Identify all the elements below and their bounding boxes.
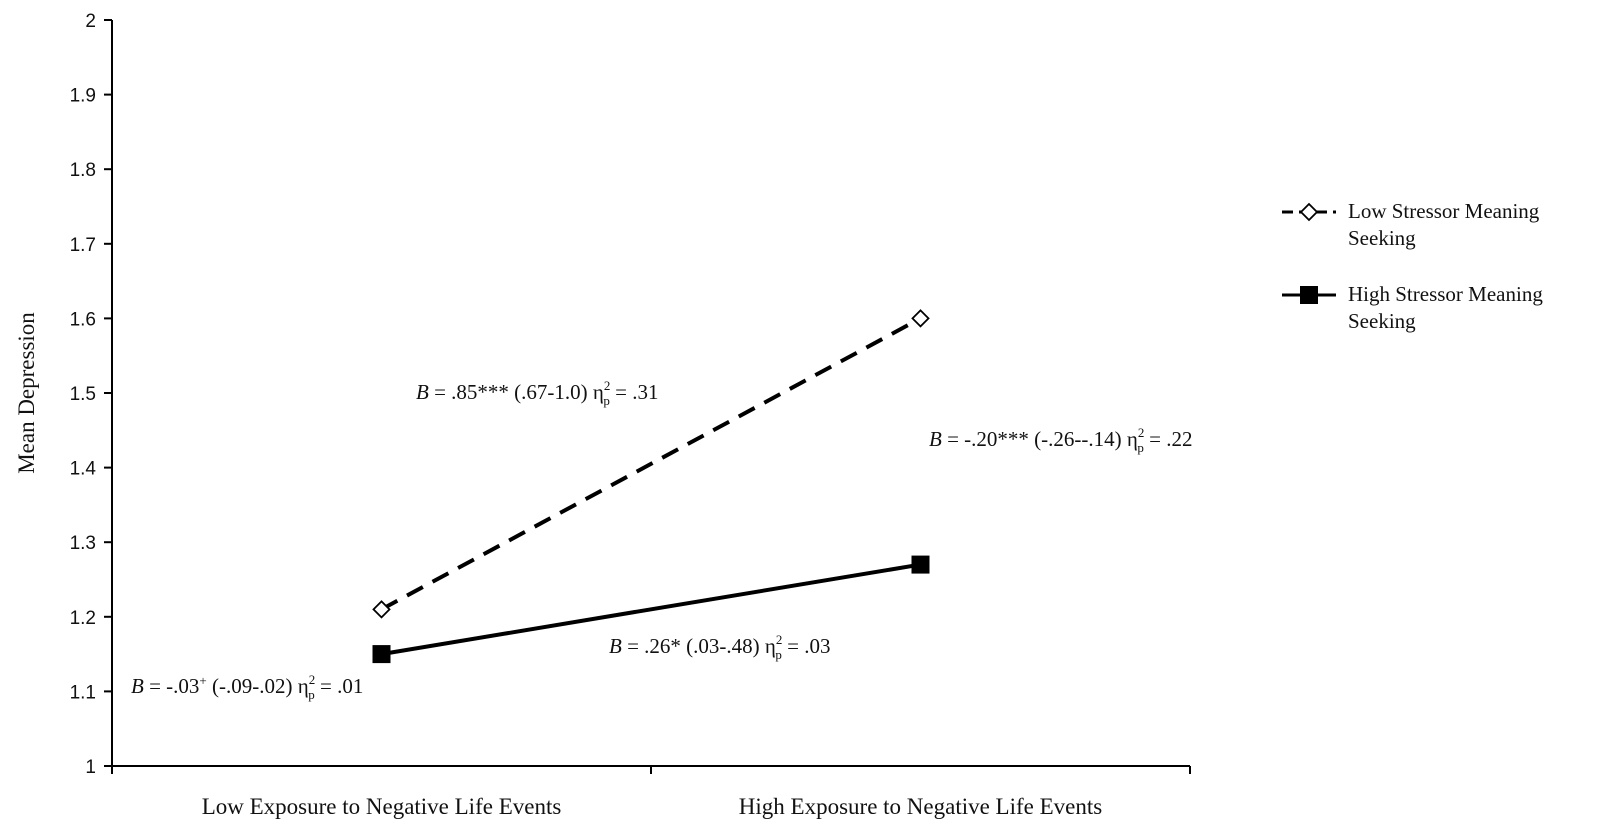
series-layer xyxy=(372,309,930,664)
axes xyxy=(104,19,1191,774)
y-tick-label: 1.3 xyxy=(70,533,96,554)
y-tick-label: 1.4 xyxy=(70,459,97,480)
legend-item: High Stressor Meaning Seeking xyxy=(1282,282,1543,333)
coefficient-annotation: B = -.20*** (-.26--.14) η2 p = .22 xyxy=(929,425,1192,455)
y-tick-label: 2 xyxy=(85,11,96,32)
coefficient-annotation: B = .85*** (.67-1.0) η2 p = .31 xyxy=(416,378,658,408)
legend-marker xyxy=(1300,286,1318,304)
annotations: B = .85*** (.67-1.0) η2 p = .31 B = -.20**… xyxy=(131,378,1192,702)
x-category-labels: Low Exposure to Negative Life Events High… xyxy=(202,794,1103,819)
x-category-label: Low Exposure to Negative Life Events xyxy=(202,794,562,819)
legend-label: Low Stressor Meaning xyxy=(1348,199,1540,223)
series-line xyxy=(381,562,921,657)
y-axis-label: Mean Depression xyxy=(14,312,39,474)
legend-item: Low Stressor Meaning Seeking xyxy=(1282,199,1540,250)
y-tick-label: 1.9 xyxy=(70,86,96,107)
series-line xyxy=(380,316,922,612)
y-tick-label: 1.8 xyxy=(70,160,96,181)
y-tick-label: 1.2 xyxy=(70,608,96,629)
coefficient-annotation: B = -.03+ (-.09-.02) η2 p = .01 xyxy=(131,672,363,702)
legend-label: Seeking xyxy=(1348,226,1416,250)
y-tick-label: 1.6 xyxy=(70,309,96,330)
y-tick-label: 1.7 xyxy=(70,235,96,256)
y-tick-label: 1.1 xyxy=(70,682,96,703)
legend-label: Seeking xyxy=(1348,309,1416,333)
legend-marker xyxy=(1299,202,1319,222)
coefficient-annotation: B = .26* (.03-.48) η2 p = .03 xyxy=(609,632,830,662)
legend-label: High Stressor Meaning xyxy=(1348,282,1543,306)
x-category-label: High Exposure to Negative Life Events xyxy=(739,794,1102,819)
y-tick-label: 1.5 xyxy=(70,384,96,405)
series-2 xyxy=(372,555,930,664)
data-point xyxy=(372,600,391,619)
data-point xyxy=(911,309,930,328)
series-1 xyxy=(372,309,930,619)
y-tick-label: 1 xyxy=(85,757,96,778)
y-tick-labels: 1 1.1 1.2 1.3 1.4 1.5 1.6 1.7 1.8 1.9 2 xyxy=(70,11,97,778)
data-point xyxy=(911,555,930,574)
data-point xyxy=(372,645,391,664)
